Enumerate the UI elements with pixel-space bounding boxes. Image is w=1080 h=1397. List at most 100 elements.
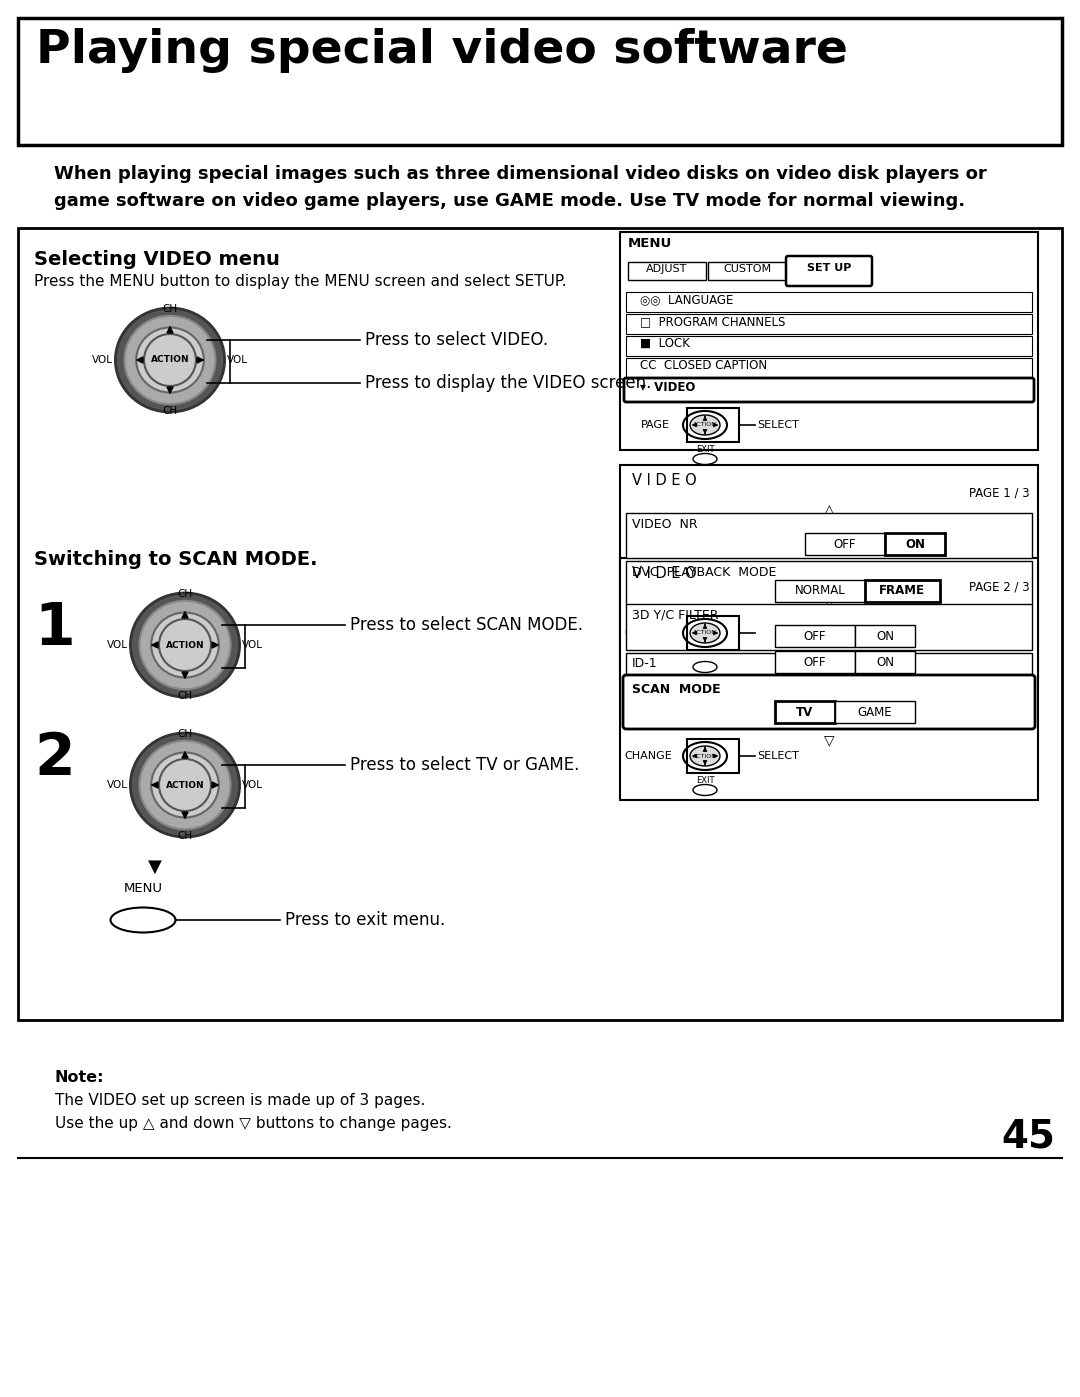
- Ellipse shape: [683, 619, 727, 647]
- Bar: [626, 358, 1032, 379]
- Text: △: △: [824, 597, 835, 610]
- Bar: [687, 616, 739, 650]
- Text: ▽: ▽: [824, 613, 835, 627]
- Text: FRAME: FRAME: [879, 584, 924, 598]
- Bar: [708, 263, 786, 279]
- Ellipse shape: [693, 785, 717, 795]
- Bar: [775, 651, 855, 673]
- Bar: [626, 337, 1032, 356]
- Text: OFF: OFF: [804, 630, 826, 643]
- Text: 2: 2: [33, 731, 75, 787]
- Ellipse shape: [124, 316, 216, 404]
- Text: Switching to SCAN MODE.: Switching to SCAN MODE.: [33, 550, 318, 569]
- Bar: [687, 408, 739, 441]
- Text: ADJUST: ADJUST: [646, 264, 688, 274]
- Text: △: △: [824, 503, 835, 517]
- Bar: [627, 263, 706, 279]
- Bar: [620, 557, 1038, 800]
- Ellipse shape: [683, 742, 727, 770]
- Ellipse shape: [139, 601, 230, 689]
- Text: Press the MENU button to display the MENU screen and select SETUP.: Press the MENU button to display the MEN…: [33, 274, 567, 289]
- Text: SELECT: SELECT: [757, 752, 799, 761]
- Bar: [775, 624, 855, 647]
- Text: PAGE: PAGE: [642, 420, 670, 430]
- Circle shape: [159, 619, 211, 671]
- Bar: [865, 580, 940, 602]
- Bar: [620, 232, 1038, 450]
- Ellipse shape: [131, 592, 240, 697]
- Text: EXIT: EXIT: [696, 446, 714, 454]
- Text: VOL: VOL: [242, 780, 264, 789]
- Text: V I D E O: V I D E O: [632, 566, 697, 581]
- Circle shape: [144, 334, 195, 386]
- Text: VOL: VOL: [107, 780, 127, 789]
- Bar: [855, 651, 915, 673]
- Text: SCAN  MODE: SCAN MODE: [632, 683, 720, 696]
- Text: DVC  PLAYBACK  MODE: DVC PLAYBACK MODE: [632, 566, 777, 578]
- Bar: [775, 701, 835, 724]
- Text: Press to display the VIDEO screen.: Press to display the VIDEO screen.: [365, 374, 651, 393]
- Text: VOL: VOL: [227, 355, 248, 365]
- Text: CC  CLOSED CAPTION: CC CLOSED CAPTION: [640, 359, 767, 372]
- Ellipse shape: [690, 415, 720, 434]
- Ellipse shape: [136, 327, 204, 393]
- Text: ▽: ▽: [824, 733, 835, 747]
- Text: PAGE 2 / 3: PAGE 2 / 3: [970, 580, 1030, 592]
- FancyBboxPatch shape: [623, 675, 1035, 729]
- Text: ACTION: ACTION: [151, 355, 189, 365]
- Text: CH: CH: [177, 692, 192, 701]
- Text: TV: TV: [796, 705, 813, 718]
- Ellipse shape: [151, 612, 219, 678]
- Ellipse shape: [151, 753, 219, 817]
- Text: ON: ON: [876, 630, 894, 643]
- Text: SELECT: SELECT: [757, 420, 799, 430]
- Ellipse shape: [683, 411, 727, 439]
- Text: VIDEO  NR: VIDEO NR: [632, 518, 698, 531]
- FancyBboxPatch shape: [624, 379, 1034, 402]
- Text: CH: CH: [162, 305, 177, 314]
- Bar: [626, 652, 1032, 676]
- Text: ▾  VIDEO: ▾ VIDEO: [640, 381, 696, 394]
- Text: ACTION: ACTION: [165, 781, 204, 789]
- Text: ▼: ▼: [148, 858, 162, 876]
- Text: MENU: MENU: [123, 882, 162, 895]
- Text: OFF: OFF: [804, 655, 826, 669]
- Ellipse shape: [690, 623, 720, 643]
- Bar: [855, 624, 915, 647]
- Ellipse shape: [131, 733, 240, 837]
- Text: 1: 1: [33, 599, 75, 657]
- Text: V I D E O: V I D E O: [632, 474, 697, 488]
- Text: CHANGE: CHANGE: [624, 629, 672, 638]
- Text: 45: 45: [1001, 1118, 1055, 1155]
- Text: CH: CH: [177, 590, 192, 599]
- Bar: [620, 465, 1038, 680]
- Bar: [626, 292, 1032, 312]
- FancyBboxPatch shape: [786, 256, 872, 286]
- Text: Press to select SCAN MODE.: Press to select SCAN MODE.: [350, 616, 583, 634]
- Bar: [805, 534, 885, 555]
- Text: OFF: OFF: [834, 538, 856, 550]
- Text: CH: CH: [162, 407, 177, 416]
- Text: CH: CH: [177, 729, 192, 739]
- Text: ACTION: ACTION: [165, 640, 204, 650]
- Text: SET UP: SET UP: [807, 263, 851, 272]
- Text: GAME: GAME: [858, 705, 892, 718]
- Text: CHANGE: CHANGE: [624, 752, 672, 761]
- Bar: [626, 562, 1032, 605]
- Ellipse shape: [139, 740, 230, 830]
- Text: ID-1: ID-1: [632, 657, 658, 671]
- Text: Playing special video software: Playing special video software: [36, 28, 848, 73]
- Bar: [626, 604, 1032, 650]
- Ellipse shape: [693, 454, 717, 464]
- Bar: [626, 513, 1032, 557]
- Bar: [626, 314, 1032, 334]
- Text: Press to exit menu.: Press to exit menu.: [285, 911, 445, 929]
- Text: Selecting VIDEO menu: Selecting VIDEO menu: [33, 250, 280, 270]
- Bar: [775, 580, 865, 602]
- Text: SELECT: SELECT: [757, 629, 799, 638]
- Text: game software on video game players, use GAME mode. Use TV mode for normal viewi: game software on video game players, use…: [54, 191, 966, 210]
- Text: Press to select TV or GAME.: Press to select TV or GAME.: [350, 756, 579, 774]
- Text: VOL: VOL: [242, 640, 264, 650]
- Bar: [835, 701, 915, 724]
- Text: ON: ON: [876, 655, 894, 669]
